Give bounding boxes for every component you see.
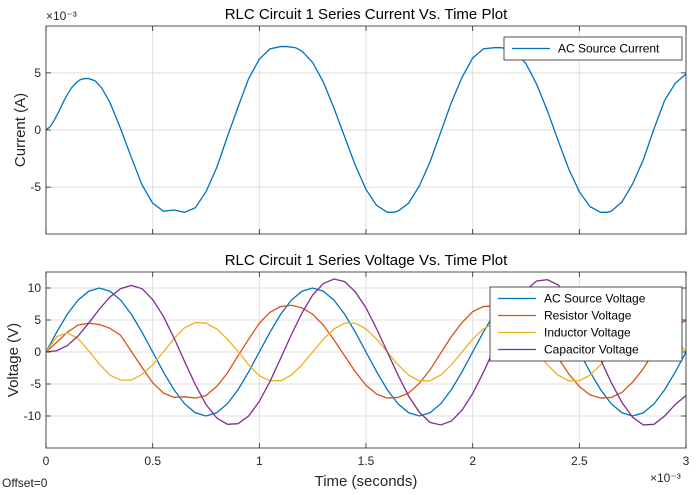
y-tick-label: 10 bbox=[28, 281, 42, 295]
legend-label-0: AC Source Voltage bbox=[544, 292, 646, 306]
y-axis-label: Current (A) bbox=[12, 93, 29, 167]
legend-box bbox=[503, 36, 683, 61]
x-tick-label: 2 bbox=[469, 454, 476, 468]
legend-label-2: Inductor Voltage bbox=[544, 326, 631, 340]
legend-box bbox=[489, 286, 683, 362]
x-tick-label: 0.5 bbox=[144, 454, 161, 468]
x-axis-label: Time (seconds) bbox=[315, 473, 418, 490]
y-tick-label: -5 bbox=[30, 180, 41, 194]
legend-label-0: AC Source Current bbox=[558, 42, 660, 56]
y-tick-label: 0 bbox=[34, 345, 41, 359]
y-tick-label: 0 bbox=[34, 123, 41, 137]
x-tick-label: 3 bbox=[683, 454, 690, 468]
y-tick-label: 5 bbox=[34, 313, 41, 327]
y-axis-label: Voltage (V) bbox=[5, 323, 22, 397]
chart-title: RLC Circuit 1 Series Voltage Vs. Time Pl… bbox=[225, 252, 508, 269]
x-exponent-label: ×10⁻³ bbox=[650, 471, 681, 485]
offset-label: Offset=0 bbox=[2, 476, 48, 490]
x-tick-label: 1.5 bbox=[358, 454, 375, 468]
series-line-2 bbox=[46, 321, 686, 382]
legend-label-1: Resistor Voltage bbox=[544, 309, 632, 323]
x-tick-label: 1 bbox=[256, 454, 263, 468]
series-line-1 bbox=[46, 304, 686, 399]
legend-label-3: Capacitor Voltage bbox=[544, 343, 639, 357]
y-tick-label: 5 bbox=[34, 66, 41, 80]
chart-title: RLC Circuit 1 Series Current Vs. Time Pl… bbox=[225, 6, 508, 23]
y-exponent-label: ×10⁻³ bbox=[46, 9, 77, 23]
x-tick-label: 2.5 bbox=[571, 454, 588, 468]
y-tick-label: -10 bbox=[24, 409, 42, 423]
current-plot: -5 0 5 ×10⁻³ RLC Circuit 1 Series Current Vs… bbox=[12, 6, 687, 235]
series-line-0 bbox=[46, 45, 686, 213]
x-tick-label: 0 bbox=[43, 454, 50, 468]
voltage-plot: -10 -5 0 5 10 0 0.5 1 1.5 2 2.5 3×10⁻³ RLC Circuit 1… bbox=[5, 252, 690, 490]
y-tick-label: -5 bbox=[30, 377, 41, 391]
